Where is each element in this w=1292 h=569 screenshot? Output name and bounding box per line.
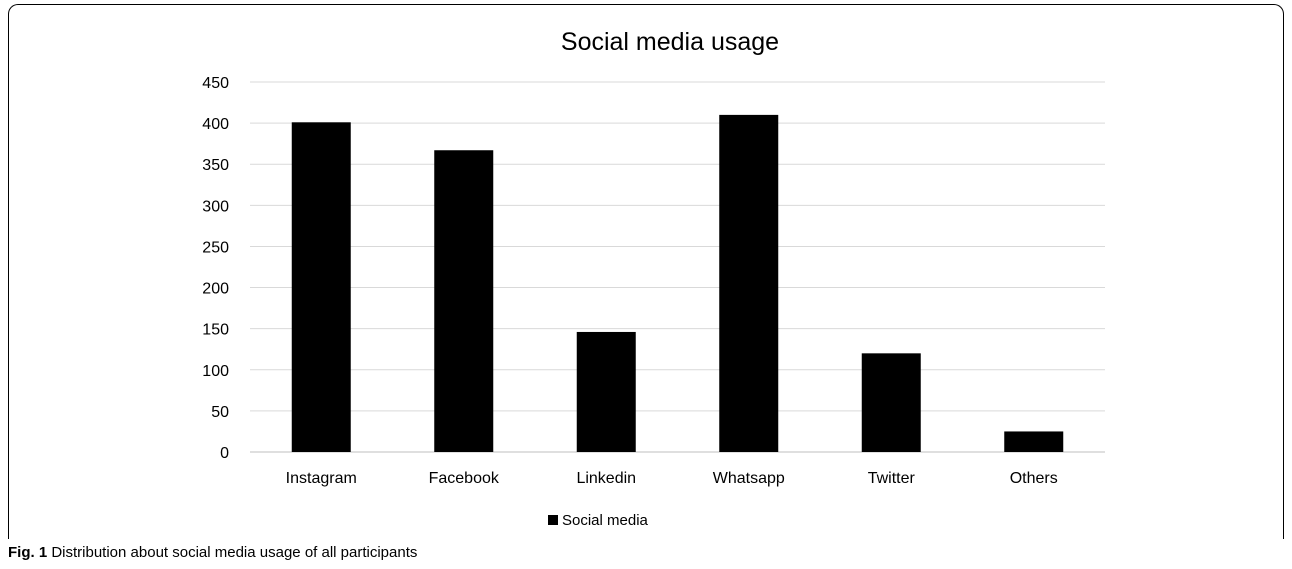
y-tick-label: 400: [202, 116, 229, 133]
bar-instagram: [291, 122, 351, 453]
y-tick-label: 50: [211, 404, 229, 421]
legend-swatch: [548, 515, 558, 525]
y-tick-label: 300: [202, 198, 229, 215]
y-tick-label: 150: [202, 322, 229, 339]
bar-chart: Social media usage 0 50 100 150 200 250 300 350…: [202, 28, 1105, 529]
bar-others: [1004, 431, 1064, 452]
x-axis-tick-labels: Instagram Facebook Linkedin Whatsapp Twitter…: [286, 470, 1058, 487]
y-tick-label: 200: [202, 281, 229, 298]
y-tick-label: 450: [202, 75, 229, 92]
bar-facebook: [434, 150, 494, 452]
chart-title: Social media usage: [561, 28, 779, 56]
y-tick-label: 350: [202, 157, 229, 174]
x-tick-label-instagram: Instagram: [286, 470, 357, 487]
figure-caption: Fig. 1 Distribution about social media u…: [8, 544, 417, 561]
x-tick-label-facebook: Facebook: [429, 470, 500, 487]
bar-whatsapp: [719, 114, 779, 452]
x-tick-label-whatsapp: Whatsapp: [713, 470, 785, 487]
figure-frame: [8, 4, 1284, 539]
y-axis-tick-labels: 0 50 100 150 200 250 300 350 400 450: [202, 75, 229, 462]
bar-twitter: [861, 353, 921, 452]
x-tick-label-linkedin: Linkedin: [576, 470, 636, 487]
x-tick-label-twitter: Twitter: [868, 470, 916, 487]
y-tick-label: 100: [202, 363, 229, 380]
bar-linkedin: [576, 331, 636, 452]
legend-label-social-media: Social media: [562, 512, 649, 529]
figure-caption-text: Distribution about social media usage of…: [47, 544, 418, 561]
y-tick-label: 250: [202, 239, 229, 256]
grid-lines: [250, 81, 1105, 453]
bars: [291, 114, 1064, 453]
x-tick-label-others: Others: [1010, 470, 1058, 487]
y-tick-label: 0: [220, 445, 229, 462]
figure-caption-label: Fig. 1: [8, 544, 48, 561]
legend: Social media: [548, 512, 649, 529]
